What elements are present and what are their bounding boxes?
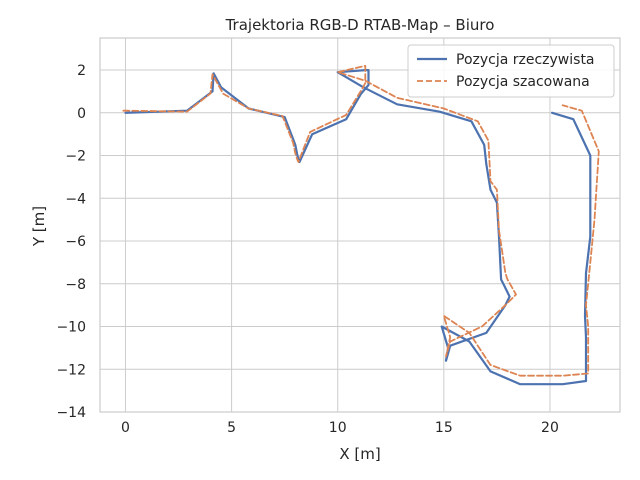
y-tick-label: −12 (56, 362, 86, 378)
legend-label-szacowana: Pozycja szacowana (456, 74, 590, 90)
y-tick-label: −10 (56, 320, 86, 336)
x-tick-label: 20 (541, 420, 559, 436)
chart-title: Trajektoria RGB-D RTAB-Map – Biuro (225, 16, 495, 34)
y-tick-label: 0 (77, 106, 86, 122)
y-tick-label: 2 (77, 63, 86, 79)
x-tick-label: 15 (435, 420, 453, 436)
series-layer (122, 64, 600, 386)
y-tick-label: −8 (65, 277, 86, 293)
legend-label-rzeczywista: Pozycja rzeczywista (456, 52, 595, 68)
y-tick-label: −4 (65, 191, 86, 207)
y-tick-label: −6 (65, 234, 86, 250)
x-axis-label: X [m] (339, 445, 380, 463)
plot-border (99, 37, 621, 413)
plot-frame (99, 37, 621, 413)
y-tick-label: −2 (65, 149, 86, 165)
x-tick-label: 10 (329, 420, 347, 436)
series-szacowana-line (122, 64, 600, 377)
x-tick-label: 0 (121, 420, 130, 436)
y-tick-label: −14 (56, 405, 86, 421)
legend-box (407, 44, 615, 98)
y-axis-label: Y [m] (30, 206, 48, 247)
tick-labels: 0 5 10 15 20 −14 −12 −10 −8 −6 −4 −2 0 2 (56, 63, 558, 436)
x-tick-label: 5 (227, 420, 236, 436)
series-rzeczywista-line (124, 68, 592, 386)
legend: Pozycja rzeczywista Pozycja szacowana (407, 44, 615, 98)
